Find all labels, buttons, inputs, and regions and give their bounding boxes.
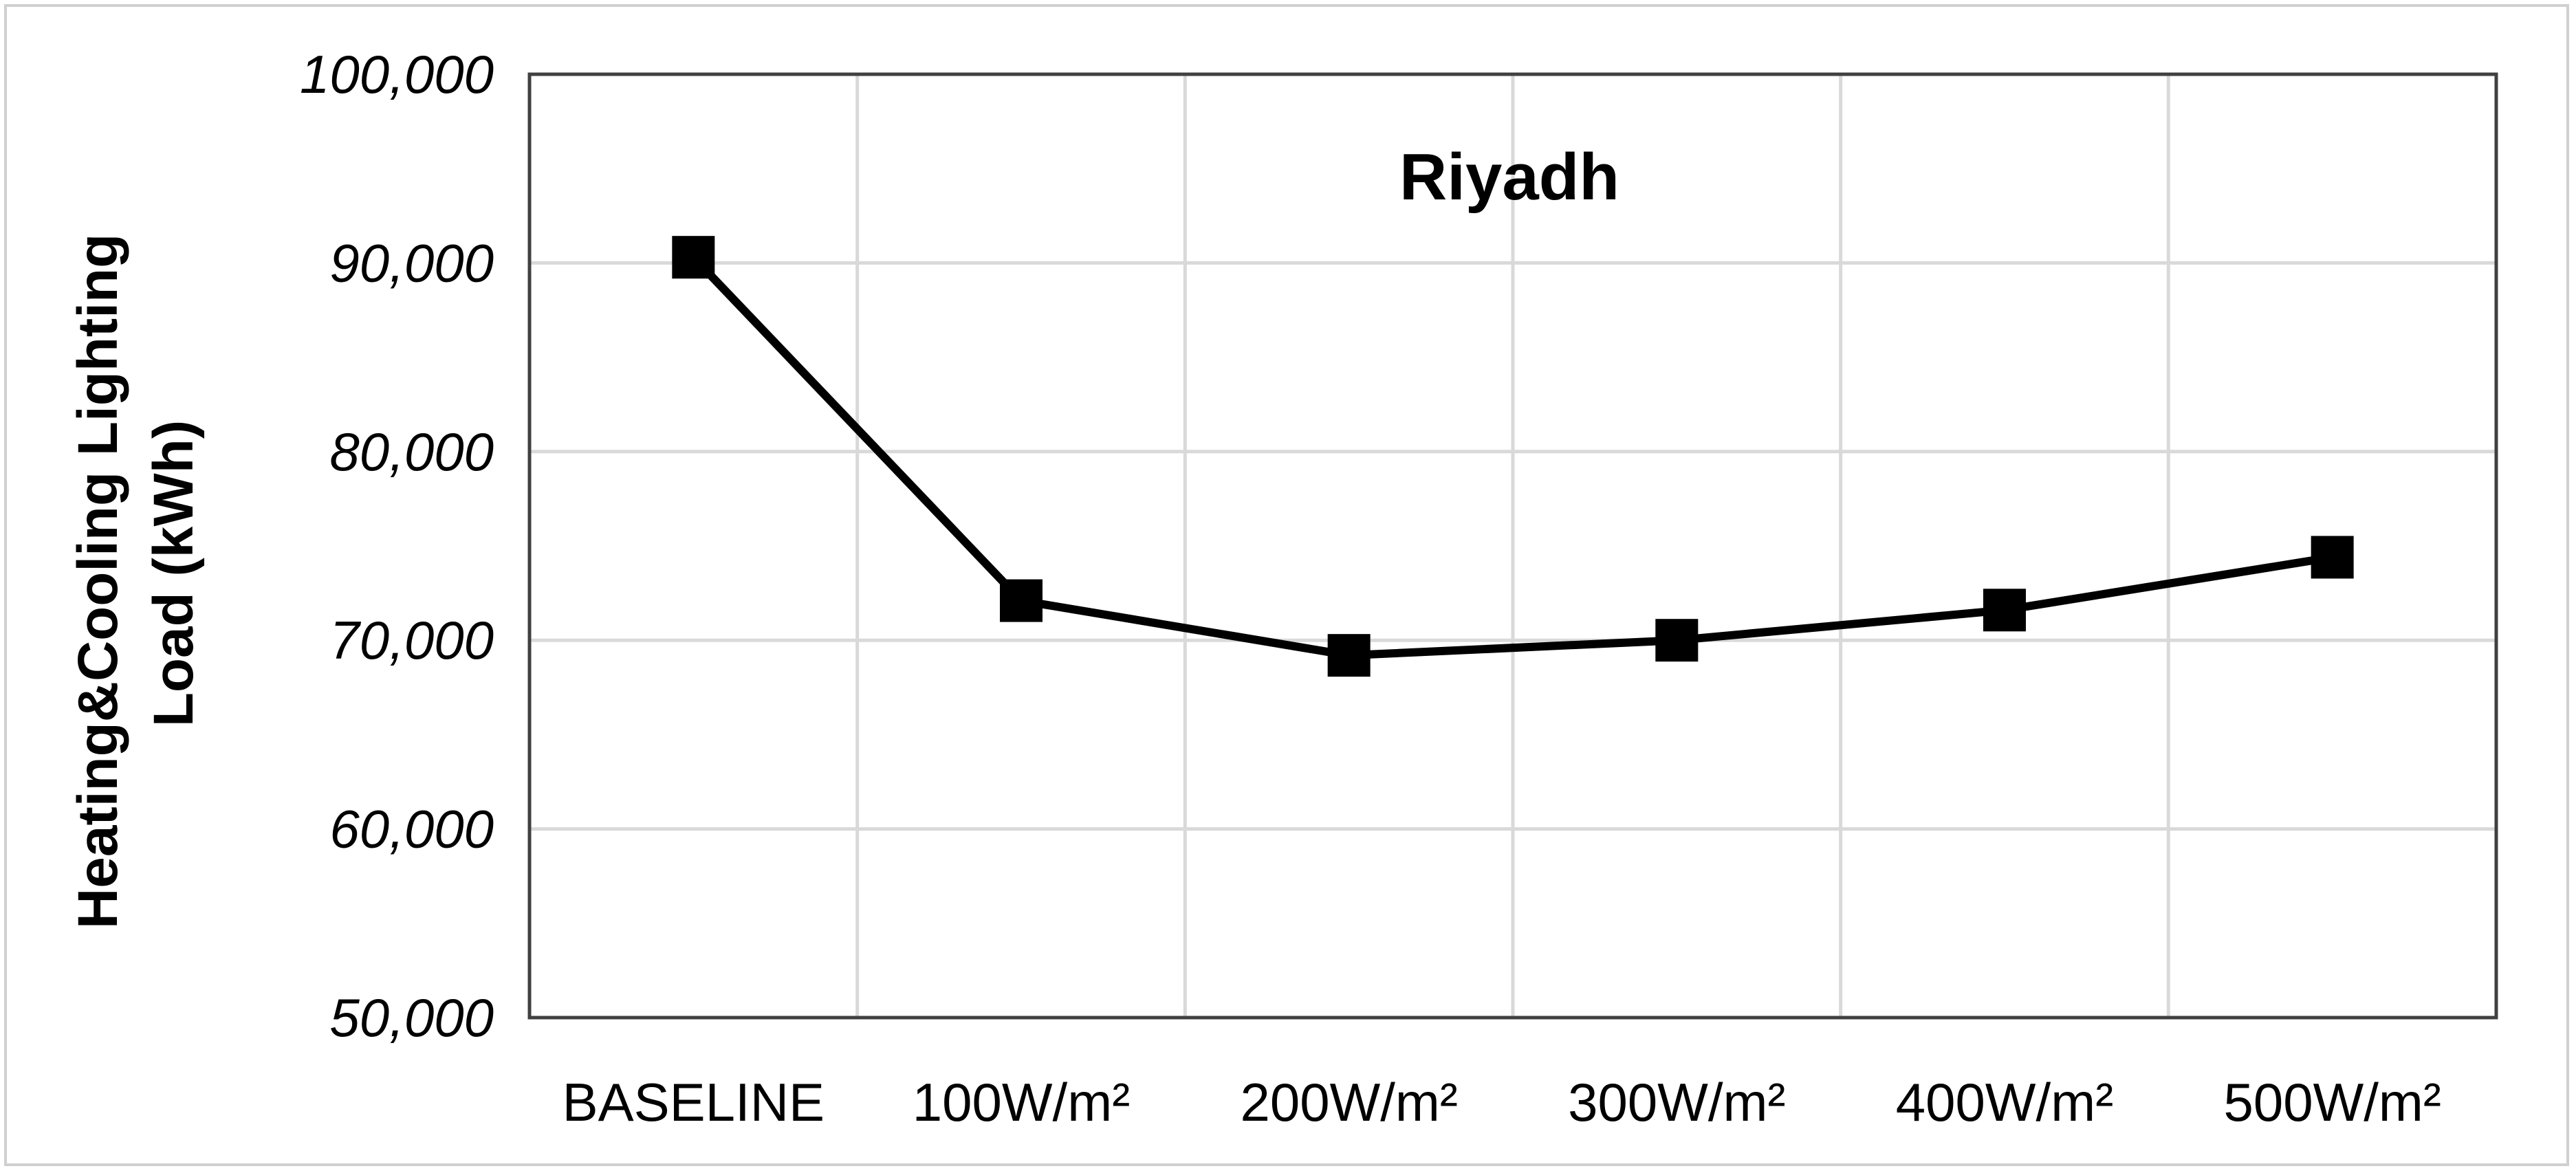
x-tick-label: BASELINE — [563, 1072, 825, 1132]
chart-title: Riyadh — [1399, 140, 1619, 214]
y-tick-label: 100,000 — [300, 44, 494, 105]
x-tick-label: 100W/m² — [913, 1072, 1130, 1132]
grid-lines — [530, 72, 2496, 1020]
y-tick-label: 50,000 — [329, 987, 494, 1048]
data-point-marker — [1655, 619, 1699, 662]
y-tick-labels: 50,000 60,000 70,000 80,000 90,000 100,000 — [300, 44, 494, 1048]
x-tick-label: 400W/m² — [1896, 1072, 2113, 1132]
y-tick-label: 80,000 — [329, 421, 494, 482]
y-tick-label: 60,000 — [329, 799, 494, 859]
data-point-marker — [672, 236, 715, 279]
y-axis-label: Heating&Cooling Lighting Load (kWh) — [67, 218, 205, 929]
data-point-marker — [1983, 589, 2026, 632]
y-tick-label: 70,000 — [329, 610, 494, 670]
y-axis-label-line-2: Load (kWh) — [142, 420, 205, 727]
data-point-marker — [1000, 579, 1043, 622]
x-tick-label: 500W/m² — [2223, 1072, 2441, 1132]
series-line — [690, 254, 2333, 660]
x-tick-labels: BASELINE 100W/m² 200W/m² 300W/m² 400W/m² 500W… — [563, 1072, 2441, 1132]
series-markers — [672, 236, 2354, 677]
plot-area-border — [527, 72, 2498, 1020]
data-point-marker — [1327, 634, 1371, 677]
y-tick-label: 90,000 — [329, 232, 494, 293]
x-tick-label: 300W/m² — [1568, 1072, 1785, 1132]
x-tick-label: 200W/m² — [1240, 1072, 1457, 1132]
y-axis-label-line-1: Heating&Cooling Lighting — [67, 234, 129, 929]
data-point-marker — [2311, 536, 2354, 579]
